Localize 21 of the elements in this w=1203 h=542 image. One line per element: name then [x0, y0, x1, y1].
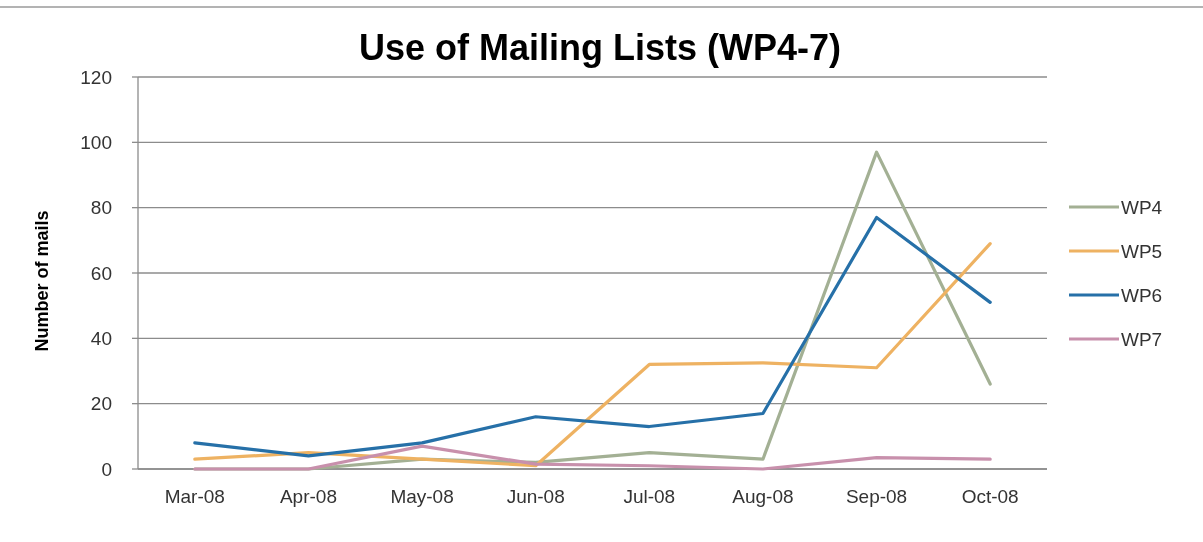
- legend-label: WP7: [1121, 328, 1163, 350]
- x-tick-label: Aug-08: [732, 486, 794, 507]
- y-tick-label: 60: [90, 262, 112, 284]
- x-tick-label: Jun-08: [506, 486, 565, 507]
- legend-label: WP5: [1121, 240, 1163, 262]
- y-tick-label: 120: [80, 66, 112, 88]
- x-tick-label: Apr-08: [279, 486, 337, 507]
- y-tick-label: 80: [90, 197, 112, 219]
- y-tick-label: 100: [80, 131, 112, 153]
- x-tick-label: Mar-08: [164, 486, 225, 507]
- y-tick-label: 0: [101, 458, 112, 480]
- x-tick-label: Oct-08: [961, 486, 1019, 507]
- y-tick-label: 20: [90, 393, 112, 415]
- x-tick-label: May-08: [390, 486, 454, 507]
- y-axis-title: Number of mails: [32, 210, 52, 352]
- x-tick-label: Jul-08: [623, 486, 676, 507]
- legend-label: WP4: [1121, 196, 1163, 218]
- x-tick-label: Sep-08: [845, 486, 908, 507]
- legend-label: WP6: [1121, 284, 1163, 306]
- chart-title: Use of Mailing Lists (WP4-7): [358, 27, 842, 68]
- y-tick-label: 40: [90, 327, 112, 349]
